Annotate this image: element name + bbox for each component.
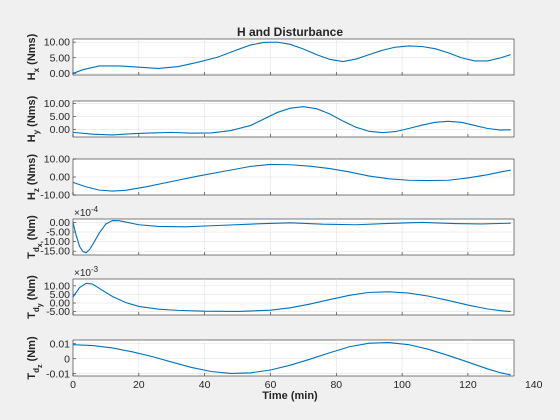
series-line (72, 163, 511, 192)
y-tick-label: -10.00 (40, 236, 70, 248)
y-axis-label: Hx (Nms) (26, 33, 41, 80)
y-axis-label: Tdy (Nm) (26, 275, 44, 319)
series-line (72, 41, 511, 74)
y-tick-label: 0.01 (50, 338, 71, 350)
y-axis-label-symbol: H (26, 192, 38, 200)
y-axis-label: Hz (Nms) (26, 154, 41, 201)
axis-multiplier-exponent: -3 (91, 265, 99, 274)
plot-area (72, 100, 515, 138)
y-axis-label-subscript: y (32, 129, 41, 134)
x-tick-label: 20 (133, 379, 145, 391)
x-tick-label: 100 (393, 379, 411, 391)
y-axis-label-symbol: T (26, 373, 38, 380)
plot-area (72, 38, 515, 76)
y-tick-label: -0.01 (46, 368, 70, 380)
y-axis-label-unit: (Nm) (26, 215, 38, 243)
y-tick-label: 10.00 (44, 154, 70, 166)
y-axis-label-subscript: d (32, 247, 41, 252)
x-tick-label: 140 (525, 379, 543, 391)
y-axis-label-subscript: z (32, 188, 41, 192)
y-tick-label: 5.00 (50, 111, 71, 123)
y-tick-label: 0.00 (50, 124, 71, 136)
y-axis-label-unit: (Nms) (26, 33, 38, 68)
y-axis-label: Hy (Nms) (26, 95, 41, 142)
y-tick-label: 5.00 (50, 289, 71, 301)
chart-title: H and Disturbance (237, 25, 343, 39)
y-axis-label: Tdz (Nm) (26, 336, 44, 380)
y-tick-label: 0.00 (50, 217, 71, 229)
y-axis-label-symbol: T (26, 252, 38, 259)
x-tick-label: 60 (265, 379, 277, 391)
y-axis-label-subscript: d (32, 307, 41, 312)
axis-multiplier-exponent: -4 (91, 205, 99, 214)
y-axis-label-subsubscript: z (37, 364, 44, 368)
y-axis-label-unit: (Nms) (26, 95, 38, 130)
x-tick-label: 120 (459, 379, 477, 391)
y-axis-label-unit: (Nm) (26, 336, 38, 364)
y-axis-label-unit: (Nm) (26, 275, 38, 303)
y-axis-label-symbol: H (26, 134, 38, 142)
plot-area (72, 278, 515, 316)
x-tick-label: 80 (330, 379, 342, 391)
y-tick-label: 10.00 (44, 98, 70, 110)
y-tick-label: -15.00 (40, 246, 70, 258)
y-tick-label: 0.00 (50, 68, 71, 80)
y-axis-label-symbol: T (26, 312, 38, 319)
x-tick-label: 40 (199, 379, 211, 391)
y-tick-label: 5.00 (50, 52, 71, 64)
y-axis-label-unit: (Nms) (26, 154, 38, 189)
x-tick-label: 0 (70, 379, 76, 391)
y-tick-label: -5.00 (46, 306, 70, 318)
y-tick-label: 0.00 (50, 298, 71, 310)
series-line (72, 106, 511, 136)
series-line (72, 219, 511, 254)
y-tick-label: 0.00 (50, 172, 71, 184)
y-tick-label: -10.00 (40, 190, 70, 202)
y-tick-label: -5.00 (46, 227, 70, 239)
x-axis-label: Time (min) (262, 390, 318, 402)
y-axis-label-symbol: H (26, 72, 38, 80)
series-line (72, 341, 511, 376)
y-axis-label-subsubscript: x (37, 243, 44, 247)
y-axis-label: Tdx (Nm) (26, 215, 44, 259)
y-axis-label-subsubscript: y (37, 303, 44, 307)
y-tick-label: 10.00 (44, 280, 70, 292)
y-axis-label-subscript: x (32, 67, 41, 72)
y-axis-label-subscript: d (32, 368, 41, 373)
y-tick-label: 0 (64, 353, 70, 365)
plot-area (72, 339, 515, 377)
y-tick-label: 10.00 (44, 37, 70, 49)
series-line (72, 282, 511, 313)
